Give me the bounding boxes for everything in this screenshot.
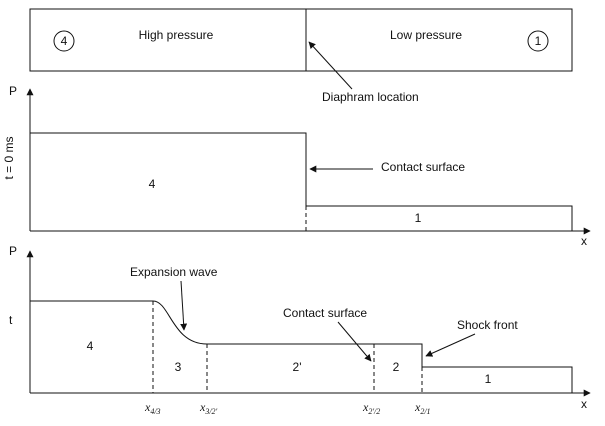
position-x2p2: x2'/2 xyxy=(362,400,380,416)
time-label: t = 0 ms xyxy=(2,136,16,179)
position-x43: x4/3 xyxy=(144,400,161,416)
x-axis-label: x xyxy=(581,234,587,248)
region-4-circle xyxy=(53,30,75,52)
region-3-value: 3 xyxy=(175,360,182,374)
diaphragm-arrow xyxy=(308,41,353,90)
contact-surface-arrow xyxy=(337,321,372,362)
tube-outline xyxy=(29,8,573,72)
pressure-plot-later: P x t 4 3 2' 2 1 Expansion wave Contact … xyxy=(9,244,591,416)
position-x21: x2/1 xyxy=(414,400,431,416)
y-axis-label: P xyxy=(9,244,17,258)
region-2-value: 2 xyxy=(393,360,400,374)
region-1-circle xyxy=(527,30,549,52)
shock-front-label: Shock front xyxy=(457,318,518,332)
low-pressure-label: Low pressure xyxy=(390,28,462,42)
contact-surface-label: Contact surface xyxy=(283,306,367,320)
pressure-profile xyxy=(30,132,573,231)
region-4-value: 4 xyxy=(87,339,94,353)
expansion-wave-arrow xyxy=(180,280,188,331)
high-pressure-label: High pressure xyxy=(139,28,214,42)
time-label: t xyxy=(9,313,13,327)
pressure-plot-initial: P x t = 0 ms 4 1 Contact surface xyxy=(2,84,591,248)
position-x32p: x3/2' xyxy=(199,400,218,416)
shock-front-arrow xyxy=(425,333,476,357)
shock-tube: 4 1 High pressure Low pressure Diaphram … xyxy=(29,8,573,104)
pressure-profile xyxy=(30,300,573,393)
region-4-value: 4 xyxy=(149,177,156,191)
diaphragm-label: Diaphram location xyxy=(322,90,419,104)
x-axis-label: x xyxy=(581,397,587,411)
expansion-wave-label: Expansion wave xyxy=(130,265,218,279)
y-axis-label: P xyxy=(9,84,17,98)
region-1-label: 1 xyxy=(535,34,542,48)
region-2-prime-value: 2' xyxy=(293,360,302,374)
region-1-value: 1 xyxy=(415,211,422,225)
region-4-label: 4 xyxy=(61,34,68,48)
contact-surface-label: Contact surface xyxy=(381,160,465,174)
region-1-value: 1 xyxy=(485,372,492,386)
